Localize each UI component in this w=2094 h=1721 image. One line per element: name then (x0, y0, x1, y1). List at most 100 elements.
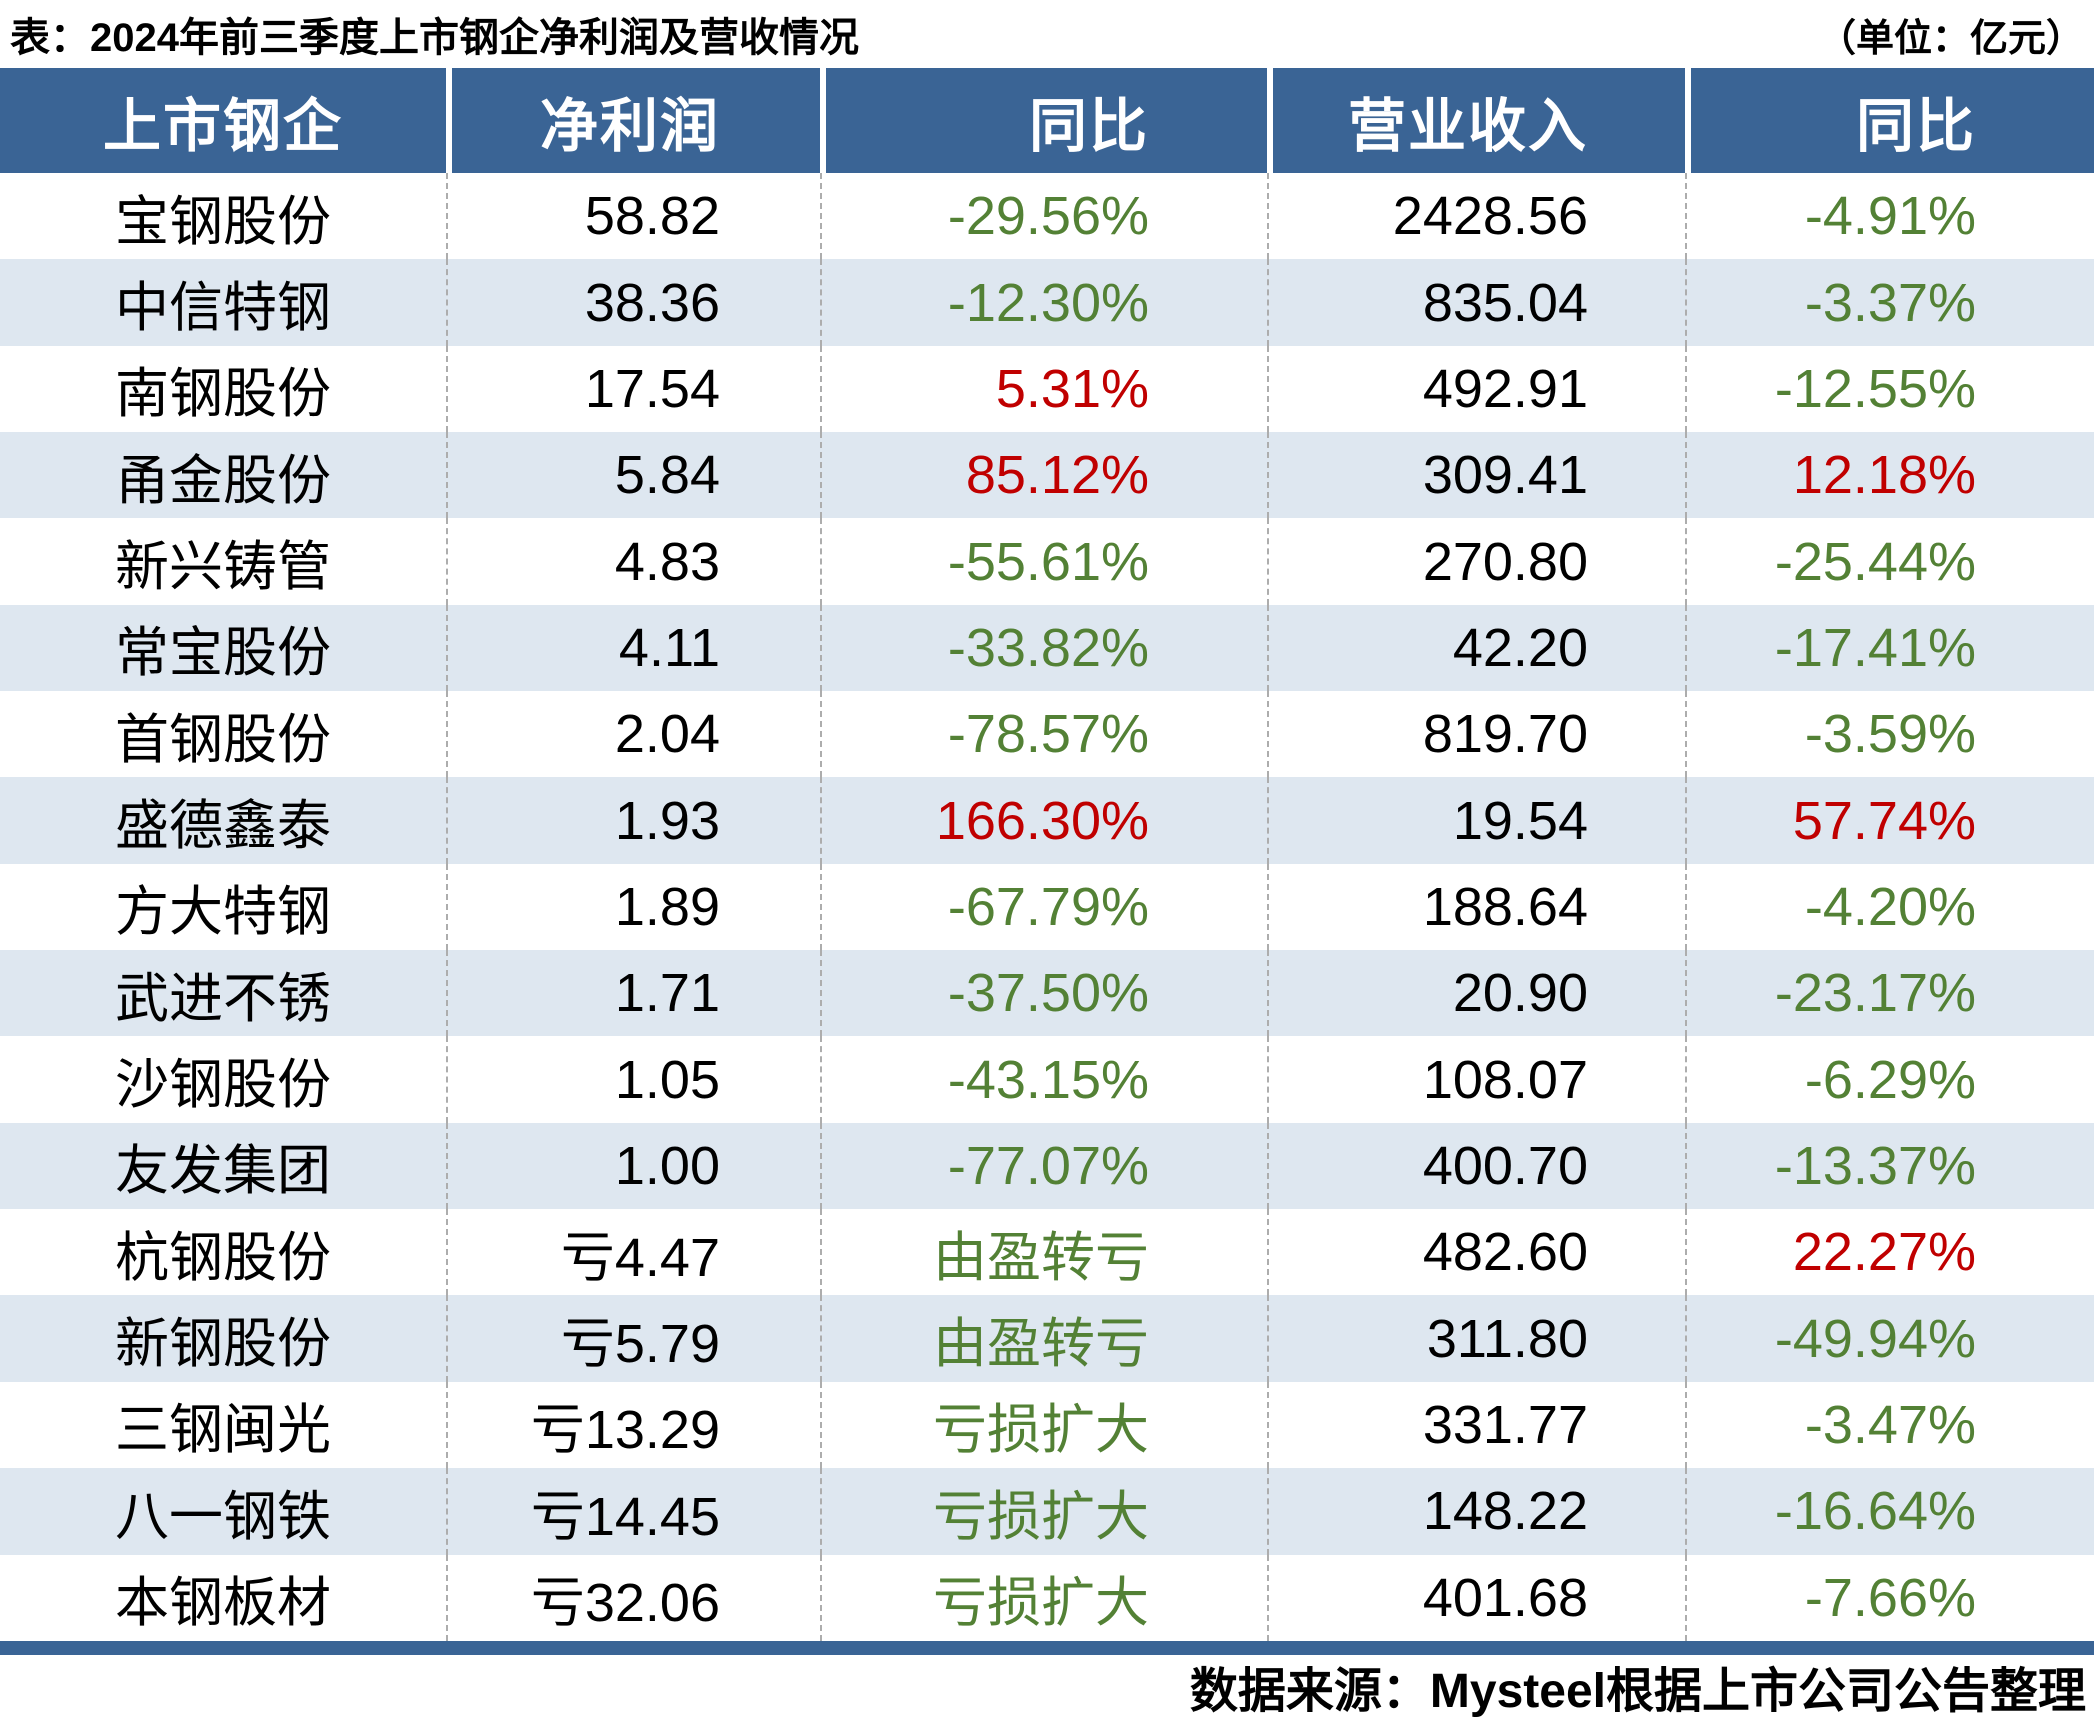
cell-revenue: 2428.56 (1267, 173, 1685, 260)
cell-company: 新兴铸管 (115, 537, 331, 598)
cell-revenue-yoy: -13.37% (1685, 1122, 2094, 1210)
cell-revenue-yoy: -3.37% (1685, 259, 2094, 346)
cell-revenue-yoy: -3.59% (1685, 691, 2094, 778)
cell-company: 三钢闽光 (115, 1400, 331, 1461)
table-row: 三钢闽光 亏13.29 亏损扩大 331.77 -3.47% (0, 1381, 2094, 1469)
cell-company: 方大特钢 (115, 882, 331, 943)
cell-profit-yoy: -12.30% (820, 259, 1267, 346)
cell-profit-yoy: 亏损扩大 (820, 1554, 1267, 1641)
cell-revenue-yoy: 57.74% (1685, 777, 2094, 864)
cell-revenue-yoy: -7.66% (1685, 1554, 2094, 1641)
cell-company: 中信特钢 (115, 278, 331, 339)
cell-company: 盛德鑫泰 (115, 796, 331, 857)
cell-company: 宝钢股份 (115, 191, 331, 252)
table-row: 新兴铸管 4.83 -55.61% 270.80 -25.44% (0, 518, 2094, 605)
table-row: 方大特钢 1.89 -67.79% 188.64 -4.20% (0, 863, 2094, 951)
page-title: 表：2024年前三季度上市钢企净利润及营收情况 (10, 16, 859, 60)
cell-revenue: 270.80 (1267, 518, 1685, 605)
header-cell-net-profit: 净利润 (446, 68, 820, 173)
table-row: 杭钢股份 亏4.47 由盈转亏 482.60 22.27% (0, 1209, 2094, 1296)
cell-net-profit: 亏32.06 (446, 1554, 820, 1641)
cell-company: 常宝股份 (115, 623, 331, 684)
table-row: 中信特钢 38.36 -12.30% 835.04 -3.37% (0, 259, 2094, 346)
cell-profit-yoy: 85.12% (820, 432, 1267, 519)
table-bottom-bar (0, 1640, 2094, 1655)
cell-revenue-yoy: -3.47% (1685, 1381, 2094, 1469)
cell-revenue-yoy: 12.18% (1685, 432, 2094, 519)
cell-company: 本钢板材 (115, 1573, 331, 1634)
cell-revenue-yoy: -16.64% (1685, 1468, 2094, 1555)
cell-revenue-yoy: -6.29% (1685, 1036, 2094, 1123)
cell-net-profit: 亏4.47 (446, 1209, 820, 1296)
cell-revenue: 482.60 (1267, 1209, 1685, 1296)
cell-revenue: 835.04 (1267, 259, 1685, 346)
table-row: 宝钢股份 58.82 -29.56% 2428.56 -4.91% (0, 173, 2094, 260)
header-cell-company: 上市钢企 (102, 93, 343, 159)
cell-revenue: 42.20 (1267, 604, 1685, 692)
cell-net-profit: 2.04 (446, 691, 820, 778)
cell-net-profit: 1.93 (446, 777, 820, 864)
cell-revenue: 492.91 (1267, 345, 1685, 433)
cell-company: 沙钢股份 (115, 1055, 331, 1116)
table-row: 首钢股份 2.04 -78.57% 819.70 -3.59% (0, 691, 2094, 778)
cell-revenue: 819.70 (1267, 691, 1685, 778)
table-row: 沙钢股份 1.05 -43.15% 108.07 -6.29% (0, 1036, 2094, 1123)
table-row: 武进不锈 1.71 -37.50% 20.90 -23.17% (0, 950, 2094, 1037)
cell-revenue: 309.41 (1267, 432, 1685, 519)
cell-revenue-yoy: -12.55% (1685, 345, 2094, 433)
cell-net-profit: 4.83 (446, 518, 820, 605)
cell-revenue-yoy: 22.27% (1685, 1209, 2094, 1296)
cell-company: 南钢股份 (115, 364, 331, 425)
title-bar: 表：2024年前三季度上市钢企净利润及营收情况 （单位：亿元） (0, 0, 2094, 68)
cell-net-profit: 亏13.29 (446, 1381, 820, 1469)
cell-profit-yoy: -67.79% (820, 863, 1267, 951)
cell-net-profit: 亏14.45 (446, 1468, 820, 1555)
header-cell-profit-yoy: 同比 (820, 68, 1267, 173)
cell-revenue-yoy: -4.20% (1685, 863, 2094, 951)
table-row: 甬金股份 5.84 85.12% 309.41 12.18% (0, 432, 2094, 519)
header-cell-revenue-yoy: 同比 (1685, 68, 2094, 173)
cell-profit-yoy: -33.82% (820, 604, 1267, 692)
cell-profit-yoy: 亏损扩大 (820, 1468, 1267, 1555)
cell-profit-yoy: -43.15% (820, 1036, 1267, 1123)
cell-net-profit: 58.82 (446, 173, 820, 260)
cell-profit-yoy: -77.07% (820, 1122, 1267, 1210)
cell-revenue-yoy: -17.41% (1685, 604, 2094, 692)
table-row: 盛德鑫泰 1.93 166.30% 19.54 57.74% (0, 777, 2094, 864)
cell-net-profit: 5.84 (446, 432, 820, 519)
cell-company: 甬金股份 (115, 450, 331, 511)
cell-profit-yoy: -37.50% (820, 950, 1267, 1037)
cell-revenue-yoy: -49.94% (1685, 1295, 2094, 1382)
table-body: 宝钢股份 58.82 -29.56% 2428.56 -4.91% 中信特钢 38.36 -1… (0, 173, 2094, 1641)
cell-profit-yoy: 由盈转亏 (820, 1209, 1267, 1296)
cell-revenue: 188.64 (1267, 863, 1685, 951)
cell-net-profit: 亏5.79 (446, 1295, 820, 1382)
cell-profit-yoy: -29.56% (820, 173, 1267, 260)
cell-net-profit: 1.89 (446, 863, 820, 951)
cell-revenue-yoy: -25.44% (1685, 518, 2094, 605)
cell-net-profit: 4.11 (446, 604, 820, 692)
cell-net-profit: 1.71 (446, 950, 820, 1037)
cell-company: 武进不锈 (115, 968, 331, 1029)
cell-company: 杭钢股份 (115, 1227, 331, 1288)
cell-net-profit: 1.05 (446, 1036, 820, 1123)
cell-revenue: 331.77 (1267, 1381, 1685, 1469)
cell-profit-yoy: 由盈转亏 (820, 1295, 1267, 1382)
cell-profit-yoy: -55.61% (820, 518, 1267, 605)
table-row: 友发集团 1.00 -77.07% 400.70 -13.37% (0, 1122, 2094, 1210)
footer: 数据来源：Mysteel根据上市公司公告整理 (0, 1655, 2094, 1718)
cell-profit-yoy: 166.30% (820, 777, 1267, 864)
data-source-note: 数据来源：Mysteel根据上市公司公告整理 (1189, 1664, 2086, 1718)
cell-revenue: 401.68 (1267, 1554, 1685, 1641)
cell-company: 八一钢铁 (115, 1486, 331, 1547)
cell-company: 友发集团 (115, 1141, 331, 1202)
cell-profit-yoy: 5.31% (820, 345, 1267, 433)
header-cell-revenue: 营业收入 (1267, 68, 1685, 173)
table-row: 八一钢铁 亏14.45 亏损扩大 148.22 -16.64% (0, 1468, 2094, 1555)
table-row: 新钢股份 亏5.79 由盈转亏 311.80 -49.94% (0, 1295, 2094, 1382)
cell-profit-yoy: 亏损扩大 (820, 1381, 1267, 1469)
table-row: 南钢股份 17.54 5.31% 492.91 -12.55% (0, 345, 2094, 433)
cell-revenue: 311.80 (1267, 1295, 1685, 1382)
cell-revenue: 20.90 (1267, 950, 1685, 1037)
steel-companies-table: 上市钢企 净利润 同比 营业收入 同比 宝钢股份 58.82 -29.56% 2428… (0, 68, 2094, 1641)
